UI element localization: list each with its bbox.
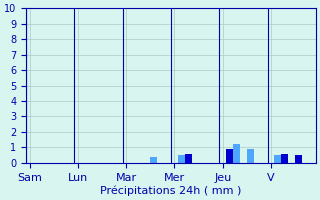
- Bar: [178, 155, 185, 163]
- Bar: [226, 149, 233, 163]
- Bar: [233, 144, 240, 163]
- Bar: [281, 154, 288, 163]
- Bar: [295, 155, 302, 163]
- Bar: [247, 149, 254, 163]
- Bar: [185, 154, 192, 163]
- X-axis label: Précipitations 24h ( mm ): Précipitations 24h ( mm ): [100, 185, 242, 196]
- Bar: [150, 157, 157, 163]
- Bar: [275, 155, 281, 163]
